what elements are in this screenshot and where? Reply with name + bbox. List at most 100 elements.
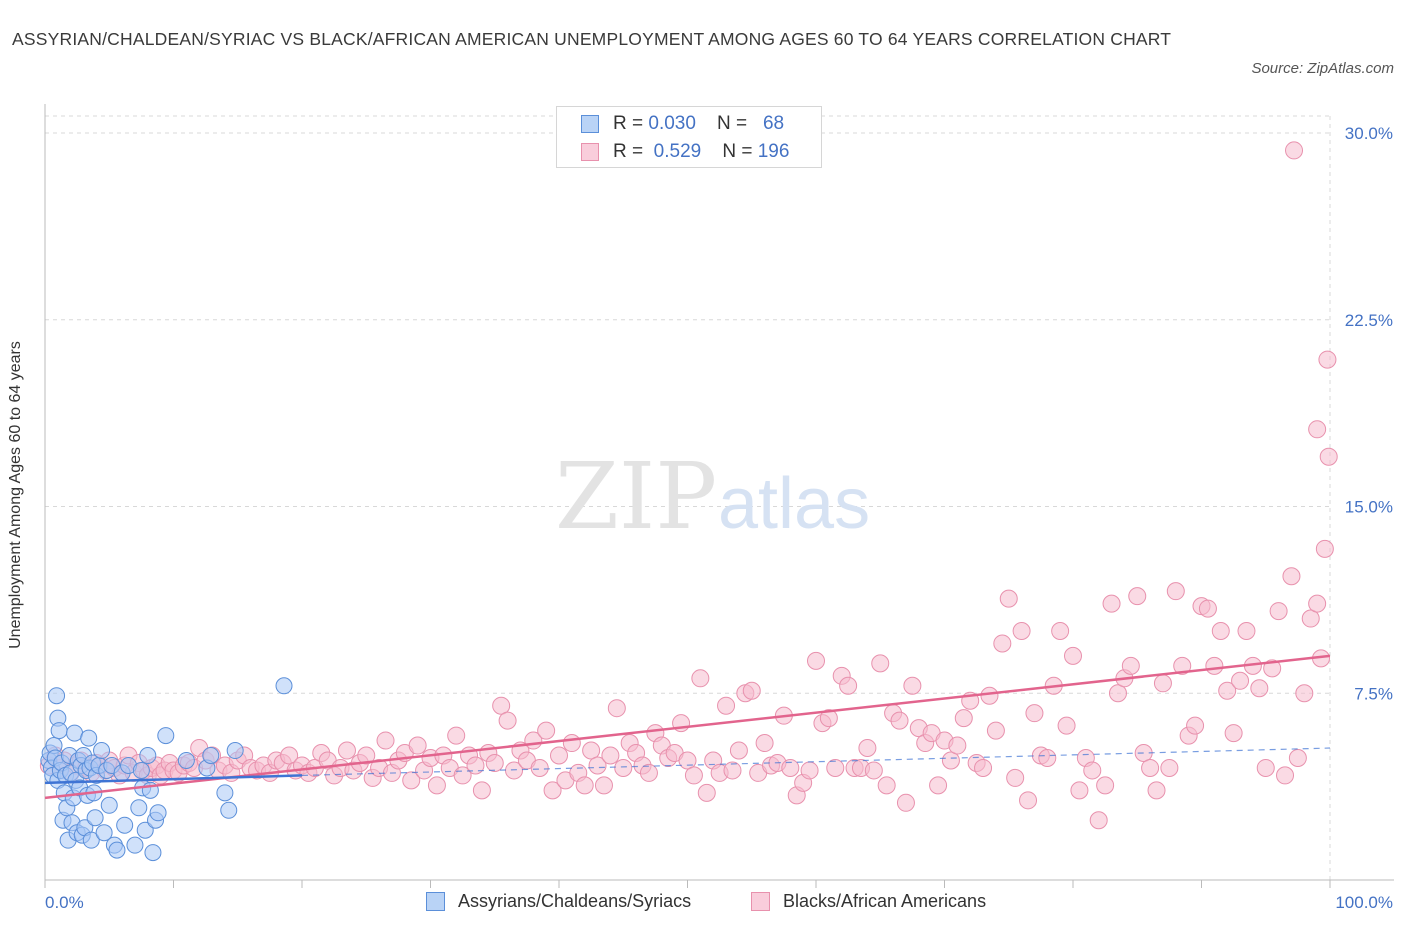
point-blacks-161 <box>1025 704 1044 723</box>
point-blacks-79 <box>498 711 517 730</box>
point-assyrians-65 <box>220 801 238 819</box>
legend-n-value-1: 68 <box>762 113 785 134</box>
point-blacks-74 <box>466 756 485 775</box>
y-tick-label-1: 15.0% <box>1345 498 1393 517</box>
legend-r-label-2: R = <box>613 141 649 162</box>
point-blacks-179 <box>1141 758 1160 777</box>
point-assyrians-32 <box>80 729 98 747</box>
y-tick-label-0: 7.5% <box>1354 684 1393 703</box>
point-blacks-110 <box>697 783 716 802</box>
point-assyrians-57 <box>144 844 162 862</box>
point-blacks-163 <box>1038 748 1057 767</box>
point-blacks-180 <box>1147 781 1166 800</box>
point-assyrians-34 <box>82 831 100 849</box>
point-blacks-123 <box>781 758 800 777</box>
point-blacks-173 <box>1102 594 1121 613</box>
point-blacks-107 <box>678 751 697 770</box>
point-assyrians-61 <box>177 751 195 769</box>
point-blacks-129 <box>819 709 838 728</box>
point-blacks-117 <box>742 681 761 700</box>
point-blacks-60 <box>376 731 395 750</box>
point-blacks-207 <box>1285 141 1304 160</box>
point-blacks-96 <box>607 699 626 718</box>
point-blacks-181 <box>1153 674 1172 693</box>
point-blacks-209 <box>1308 420 1327 439</box>
point-blacks-71 <box>447 726 466 745</box>
legend-n-label-2: N = <box>722 141 758 162</box>
point-blacks-109 <box>691 669 710 688</box>
point-blacks-68 <box>427 776 446 795</box>
watermark-atlas: atlas <box>718 464 870 544</box>
point-assyrians-59 <box>149 804 167 822</box>
point-blacks-188 <box>1198 599 1217 618</box>
point-assyrians-50 <box>126 836 144 854</box>
tick-label-layer: 7.5% 15.0% 22.5% 30.0% 0.0% 100.0% <box>45 124 1393 912</box>
point-blacks-155 <box>986 721 1005 740</box>
point-blacks-141 <box>896 793 915 812</box>
point-blacks-189 <box>1205 656 1224 675</box>
y-tick-label-2: 22.5% <box>1345 311 1393 330</box>
point-blacks-126 <box>800 761 819 780</box>
point-blacks-75 <box>472 781 491 800</box>
point-blacks-85 <box>537 721 556 740</box>
point-blacks-166 <box>1057 716 1076 735</box>
legend-swatch-series2 <box>581 143 599 161</box>
point-blacks-127 <box>807 651 825 670</box>
watermark: ZIP atlas <box>555 443 870 550</box>
point-assyrians-55 <box>139 747 157 764</box>
point-blacks-146 <box>929 776 948 795</box>
point-blacks-208 <box>1318 350 1337 369</box>
point-assyrians-6 <box>48 687 66 705</box>
point-blacks-198 <box>1263 659 1282 678</box>
point-blacks-168 <box>1070 781 1089 800</box>
point-blacks-172 <box>1096 776 1115 795</box>
point-blacks-45 <box>280 746 299 765</box>
point-blacks-114 <box>723 761 742 780</box>
point-blacks-194 <box>1237 622 1256 640</box>
point-blacks-89 <box>562 734 581 753</box>
bottom-legend-swatch-series1 <box>426 892 445 911</box>
trend-layer <box>44 654 1331 800</box>
point-blacks-77 <box>485 753 504 772</box>
legend-r-value-1: 0.030 <box>648 113 696 134</box>
point-blacks-171 <box>1089 811 1108 830</box>
point-blacks-97 <box>614 758 633 777</box>
point-blacks-86 <box>543 781 562 800</box>
legend-text-series1: R = 0.030 N = 68 <box>613 113 784 135</box>
point-assyrians-63 <box>202 747 220 764</box>
point-blacks-176 <box>1121 656 1140 675</box>
point-blacks-204 <box>1301 609 1320 628</box>
point-assyrians-48 <box>116 816 134 834</box>
point-blacks-95 <box>601 746 620 765</box>
point-assyrians-67 <box>275 677 293 695</box>
point-blacks-182 <box>1160 758 1179 777</box>
point-blacks-205 <box>1308 594 1327 613</box>
point-assyrians-54 <box>136 821 154 839</box>
point-blacks-192 <box>1224 724 1243 743</box>
point-blacks-113 <box>717 696 736 715</box>
point-blacks-150 <box>954 709 973 728</box>
point-blacks-167 <box>1064 646 1082 665</box>
point-blacks-156 <box>993 634 1012 653</box>
watermark-zip: ZIP <box>555 443 717 550</box>
point-blacks-211 <box>1315 539 1334 558</box>
point-blacks-138 <box>877 776 896 795</box>
point-blacks-193 <box>1231 671 1250 690</box>
point-blacks-210 <box>1319 447 1338 466</box>
point-assyrians-64 <box>216 784 234 802</box>
point-blacks-148 <box>941 751 960 770</box>
source-note: Source: ZipAtlas.com <box>1251 60 1394 77</box>
point-assyrians-43 <box>100 796 118 814</box>
point-assyrians-40 <box>93 742 111 760</box>
trendline-assyrians <box>44 774 303 785</box>
point-blacks-160 <box>1019 791 1038 810</box>
point-blacks-84 <box>530 758 549 777</box>
point-blacks-184 <box>1173 656 1192 675</box>
point-assyrians-51 <box>130 799 148 817</box>
x-tick-label-max: 100.0% <box>1335 893 1393 912</box>
legend-n-value-2: 196 <box>757 141 790 162</box>
point-assyrians-46 <box>108 841 126 859</box>
point-blacks-203 <box>1295 684 1314 703</box>
trendline-blacks <box>44 654 1331 800</box>
